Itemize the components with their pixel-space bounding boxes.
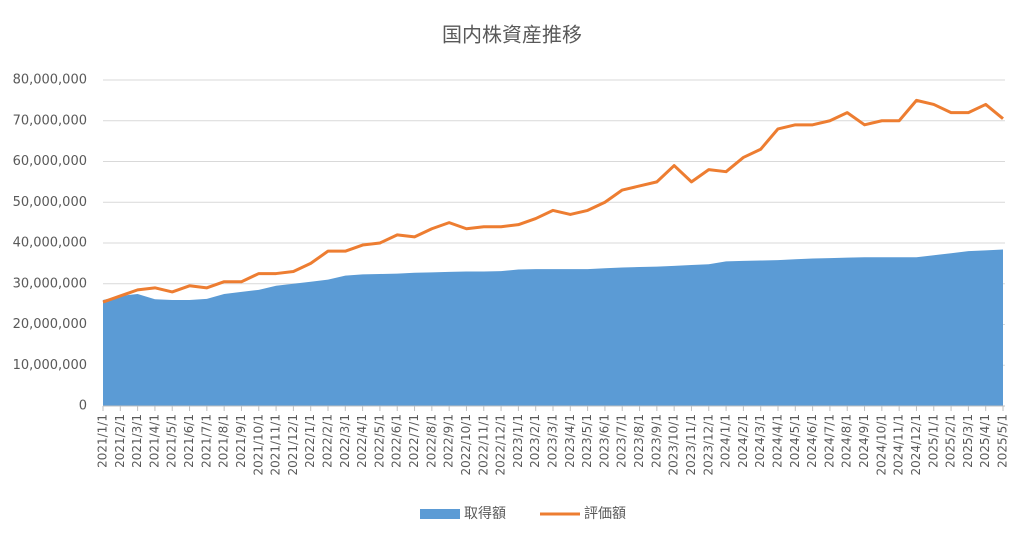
x-tick-label: 2025/3/1 [961, 414, 975, 468]
x-tick-label: 2022/1/1 [303, 414, 317, 468]
x-tick-label: 2023/5/1 [580, 414, 594, 468]
x-tick-label: 2021/4/1 [147, 414, 161, 468]
x-tick-label: 2022/7/1 [407, 414, 421, 468]
y-tick-label: 30,000,000 [13, 276, 87, 291]
y-tick-label: 0 [79, 399, 87, 414]
x-tick-label: 2025/1/1 [926, 414, 940, 468]
x-tick-label: 2024/11/1 [892, 414, 906, 476]
x-tick-label: 2022/9/1 [442, 414, 456, 468]
legend-label: 評価額 [584, 506, 626, 522]
x-tick-label: 2022/8/1 [424, 414, 438, 468]
y-tick-label: 80,000,000 [13, 73, 87, 88]
x-tick-label: 2023/4/1 [563, 414, 577, 468]
x-tick-label: 2024/2/1 [736, 414, 750, 468]
x-tick-label: 2022/6/1 [390, 414, 404, 468]
area [103, 249, 1003, 406]
x-tick-label: 2021/12/1 [286, 414, 300, 476]
x-tick-label: 2022/2/1 [321, 414, 335, 468]
x-tick-label: 2024/7/1 [822, 414, 836, 468]
x-tick-label: 2024/10/1 [874, 414, 888, 476]
x-tick-label: 2021/6/1 [182, 414, 196, 468]
y-tick-label: 20,000,000 [13, 317, 87, 332]
x-tick-label: 2023/8/1 [632, 414, 646, 468]
x-tick-label: 2025/5/1 [996, 414, 1010, 468]
chart-title: 国内株資産推移 [442, 23, 582, 47]
x-tick-label: 2024/5/1 [788, 414, 802, 468]
y-tick-label: 10,000,000 [13, 358, 87, 373]
x-tick-label: 2022/3/1 [338, 414, 352, 468]
x-tick-label: 2023/10/1 [667, 414, 681, 476]
x-tick-label: 2024/6/1 [805, 414, 819, 468]
x-tick-label: 2021/3/1 [130, 414, 144, 468]
y-tick-label: 70,000,000 [13, 113, 87, 128]
x-tick-label: 2024/3/1 [753, 414, 767, 468]
x-tick-label: 2024/9/1 [857, 414, 871, 468]
x-tick-label: 2022/4/1 [355, 414, 369, 468]
x-tick-label: 2023/1/1 [511, 414, 525, 468]
x-tick-label: 2024/1/1 [719, 414, 733, 468]
x-tick-label: 2024/12/1 [909, 414, 923, 476]
x-tick-label: 2023/2/1 [528, 414, 542, 468]
x-tick-label: 2021/5/1 [165, 414, 179, 468]
y-tick-label: 40,000,000 [13, 236, 87, 251]
x-tick-label: 2022/11/1 [476, 414, 490, 476]
x-tick-label: 2025/4/1 [978, 414, 992, 468]
x-tick-label: 2023/11/1 [684, 414, 698, 476]
x-tick-label: 2023/12/1 [701, 414, 715, 476]
x-tick-label: 2023/3/1 [546, 414, 560, 468]
x-tick-label: 2021/9/1 [234, 414, 248, 468]
x-tick-label: 2025/2/1 [944, 414, 958, 468]
x-tick-label: 2021/8/1 [217, 414, 231, 468]
x-tick-label: 2022/10/1 [459, 414, 473, 476]
line [102, 98, 1004, 304]
y-tick-label: 60,000,000 [13, 154, 87, 169]
x-tick-label: 2021/1/1 [96, 414, 110, 468]
x-tick-label: 2022/12/1 [494, 414, 508, 476]
legend-swatch [420, 509, 460, 519]
legend-label: 取得額 [464, 505, 506, 522]
x-tick-label: 2023/9/1 [649, 414, 663, 468]
x-tick-label: 2021/10/1 [251, 414, 265, 476]
x-tick-label: 2021/11/1 [269, 414, 283, 476]
y-tick-label: 50,000,000 [13, 195, 87, 210]
x-tick-label: 2022/5/1 [372, 414, 386, 468]
x-tick-label: 2024/4/1 [771, 414, 785, 468]
x-tick-label: 2024/8/1 [840, 414, 854, 468]
x-tick-label: 2023/6/1 [597, 414, 611, 468]
x-tick-label: 2023/7/1 [615, 414, 629, 468]
x-tick-label: 2021/2/1 [113, 414, 127, 468]
x-tick-label: 2021/7/1 [199, 414, 213, 468]
